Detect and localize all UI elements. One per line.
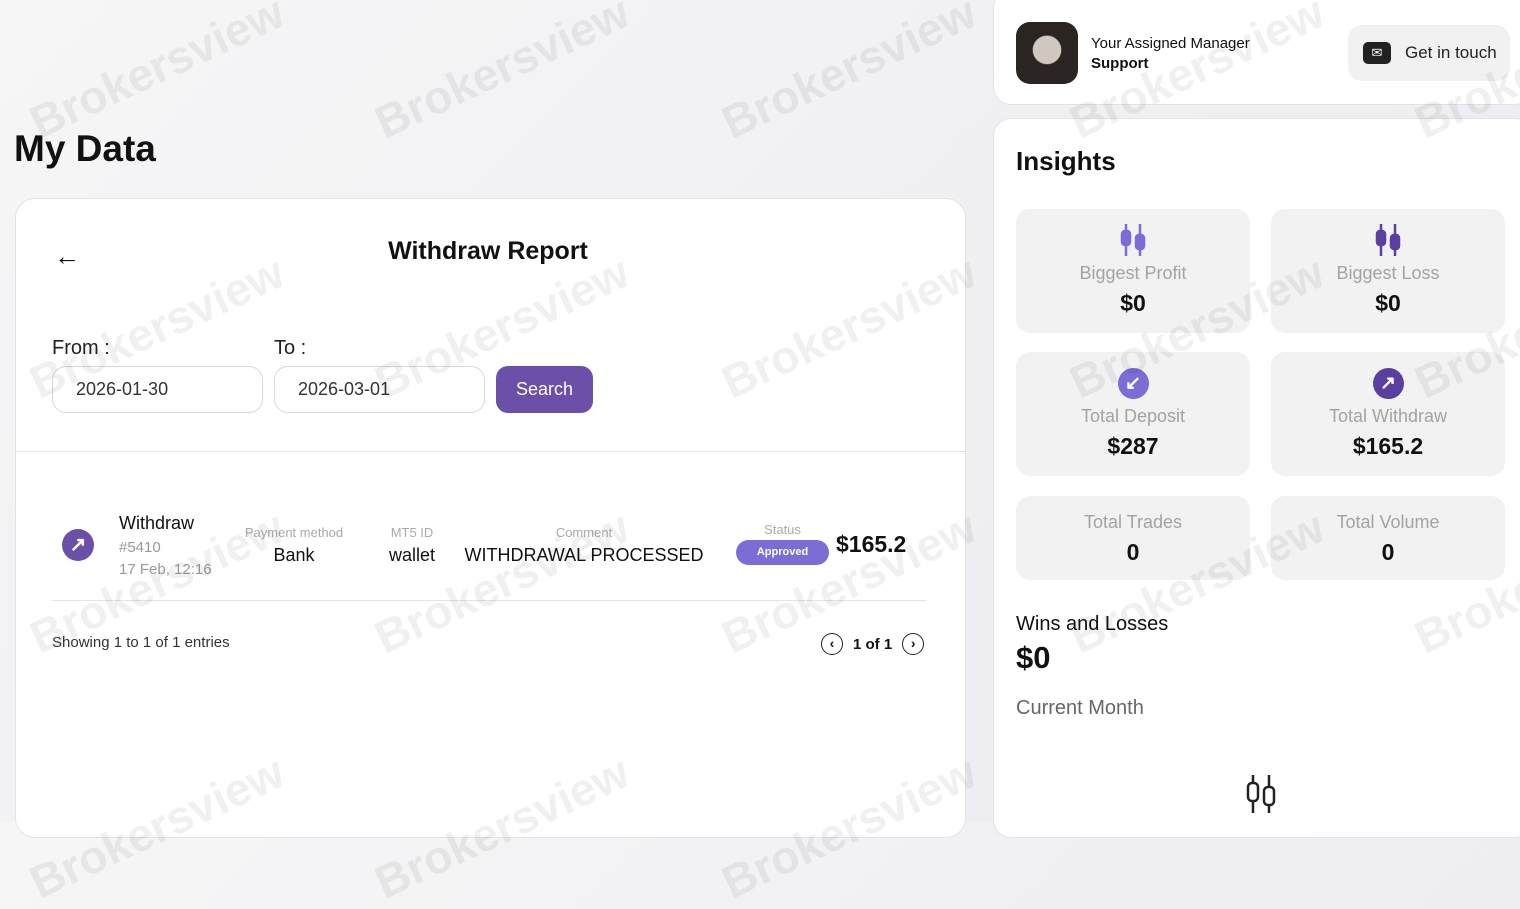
wins-losses-label: Wins and Losses (1016, 613, 1169, 635)
payment-method: Payment method Bank (242, 525, 346, 566)
tile-value: $165.2 (1352, 433, 1424, 459)
wins-losses-value: $0 (1016, 640, 1051, 675)
tile-value: $287 (1107, 433, 1159, 459)
transaction-amount: $165.2 (836, 531, 907, 557)
status-badge: Approved (736, 540, 829, 565)
get-in-touch-label: Get in touch (1405, 43, 1497, 62)
next-page-icon[interactable]: › (902, 633, 925, 655)
pagination: ‹ 1 of 1 › (821, 633, 925, 655)
watermark: Brokersview (366, 0, 637, 149)
to-label: To : (274, 337, 307, 359)
tile-value: $0 (1375, 290, 1401, 316)
from-label: From : (52, 337, 110, 359)
divider (16, 451, 965, 452)
status-label: Status (764, 522, 801, 537)
withdraw-report-card: ← Withdraw Report From : To : Search ↗ W… (15, 198, 966, 838)
manager-title: Your Assigned Manager (1091, 35, 1250, 52)
transaction-type: Withdraw (119, 513, 195, 533)
tile-label: Biggest Profit (1079, 263, 1187, 283)
page-title: My Data (14, 128, 156, 169)
tile-value: $0 (1120, 290, 1146, 316)
tile-value: 0 (1381, 539, 1395, 565)
tile-total-trades: Total Trades 0 (1016, 496, 1250, 580)
tile-total-deposit: ↙ Total Deposit $287 (1016, 352, 1250, 476)
entries-info: Showing 1 to 1 of 1 entries (52, 634, 230, 651)
mt5-id: MT5 ID wallet (368, 525, 456, 566)
period-label: Current Month (1016, 697, 1144, 719)
mt5-value: wallet (388, 545, 436, 565)
from-date-input[interactable] (52, 366, 263, 413)
get-in-touch-button[interactable]: ✉ Get in touch (1348, 25, 1510, 81)
tile-label: Total Deposit (1080, 406, 1186, 426)
to-date-input[interactable] (274, 366, 485, 413)
transaction-datetime: 17 Feb, 12:16 (119, 561, 212, 578)
tile-value: 0 (1126, 539, 1140, 565)
comment-label: Comment (555, 525, 613, 540)
watermark: Brokersview (713, 0, 984, 149)
candlestick-icon (1271, 223, 1505, 257)
candlestick-icon (1016, 223, 1250, 257)
arrow-up-right-icon: ↗ (62, 529, 94, 561)
avatar (1016, 22, 1078, 84)
candlestick-icon (1244, 774, 1278, 819)
mail-icon: ✉ (1363, 42, 1391, 64)
payment-method-label: Payment method (244, 525, 344, 540)
tile-label: Biggest Loss (1336, 263, 1440, 283)
mt5-label: MT5 ID (390, 525, 434, 540)
arrow-up-right-icon: ↗ (1372, 367, 1404, 399)
status: Status Approved (735, 522, 830, 565)
arrow-down-left-icon: ↙ (1117, 367, 1149, 399)
tile-biggest-profit: Biggest Profit $0 (1016, 209, 1250, 333)
transaction-id: #5410 (119, 539, 161, 556)
comment: Comment WITHDRAWAL PROCESSED (456, 525, 712, 566)
comment-value: WITHDRAWAL PROCESSED (464, 545, 704, 565)
insights-title: Insights (1016, 146, 1116, 176)
page-indicator: 1 of 1 (853, 635, 893, 653)
search-button[interactable]: Search (496, 366, 593, 413)
payment-method-value: Bank (273, 545, 315, 565)
tile-total-withdraw: ↗ Total Withdraw $165.2 (1271, 352, 1505, 476)
watermark: Brokersview (21, 0, 292, 149)
manager-name: Support (1091, 55, 1149, 72)
report-title: Withdraw Report (388, 237, 588, 265)
insights-card: Insights Biggest Profit $0 Biggest Loss … (993, 118, 1520, 838)
table-row: ↗ Withdraw #5410 17 Feb, 12:16 Payment m… (52, 499, 927, 601)
tile-label: Total Volume (1336, 512, 1440, 532)
tile-label: Total Trades (1083, 512, 1183, 532)
tile-biggest-loss: Biggest Loss $0 (1271, 209, 1505, 333)
back-arrow-icon[interactable]: ← (54, 241, 80, 271)
prev-page-icon[interactable]: ‹ (821, 633, 843, 655)
tile-total-volume: Total Volume 0 (1271, 496, 1505, 580)
manager-card: Your Assigned Manager Support ✉ Get in to… (993, 0, 1520, 105)
tile-label: Total Withdraw (1328, 406, 1448, 426)
